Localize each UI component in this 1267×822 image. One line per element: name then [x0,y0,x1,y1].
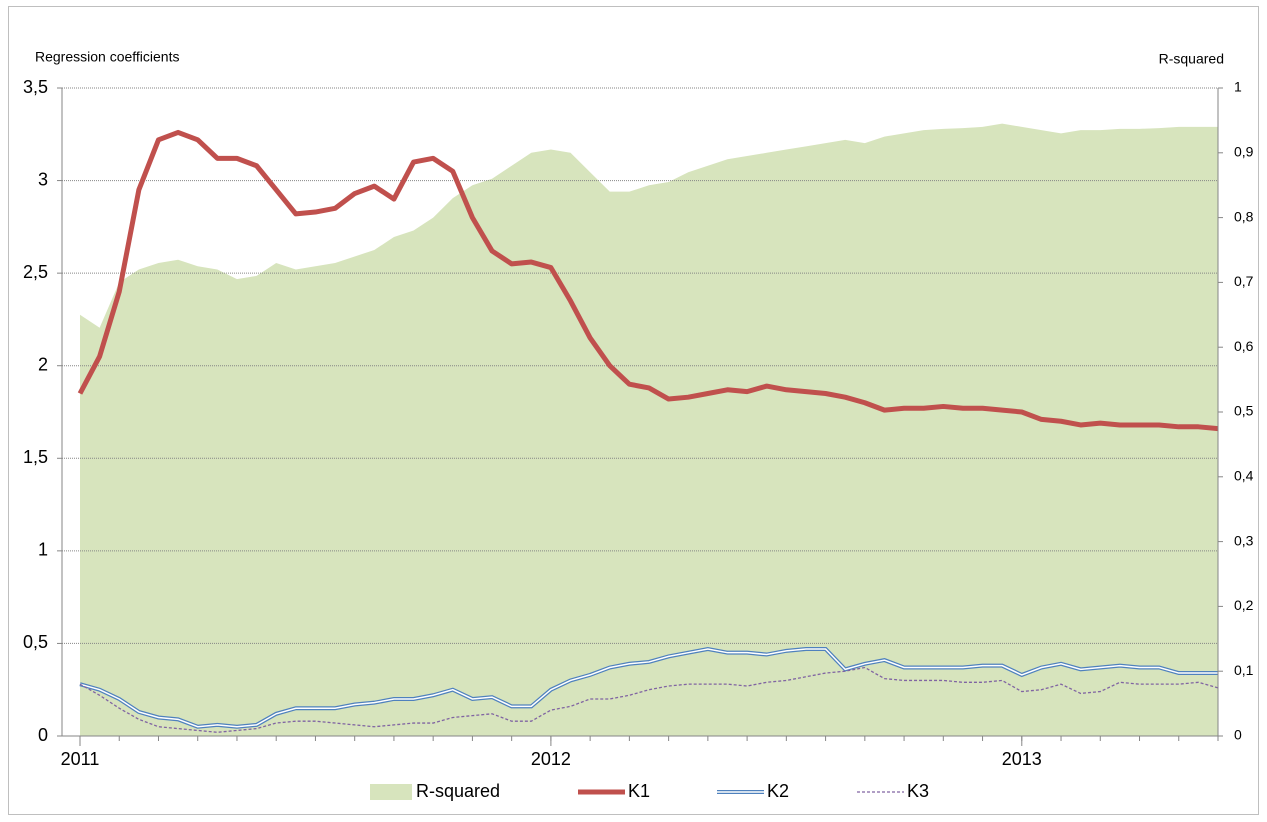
y2-tick-label: 0,8 [1234,208,1254,224]
x-tick-label: 2012 [531,749,571,769]
k1-line [77,129,1219,432]
y2-tick-label: 0,7 [1234,273,1254,289]
area-layer [80,123,1218,736]
y-axis-title: Regression coefficients [35,49,179,65]
x-tick-label: 2013 [1002,749,1042,769]
k2-line-inner [79,648,1218,728]
y2-tick-label: 0,3 [1234,532,1254,548]
y2-tick-label: 1 [1234,79,1242,95]
y-tick-label: 3 [38,169,48,189]
y2-tick-label: 0,4 [1234,468,1254,484]
y2-tick-label: 0,5 [1234,403,1254,419]
y-tick-label: 2 [38,354,48,374]
grid-layer [62,87,1218,644]
x-tick-label: 2011 [61,749,100,769]
y-tick-label: 0 [38,725,48,745]
y2-axis-title: R-squared [1159,51,1224,67]
y-tick-label: 1 [38,540,48,560]
legend-label: R-squared [416,781,500,801]
y2-tick-label: 0,1 [1234,662,1254,678]
y2-tick-label: 0,6 [1234,338,1254,354]
y2-tick-label: 0,9 [1234,144,1254,160]
legend-label: K1 [628,781,650,801]
y2-tick-label: 0,2 [1234,597,1254,613]
y2-tick-label: 0 [1234,727,1242,743]
k3-line [79,666,1219,733]
legend-label: K3 [907,781,929,801]
y-tick-label: 2,5 [23,262,48,282]
line-layer [77,129,1219,733]
axis-layer: 0 0,5 1 1,5 2 2,5 3 3,5 0 0,1 0,2 0,3 0,4 0,5 0,6 0,7 0,… [23,77,1254,769]
y-tick-label: 0,5 [23,632,48,652]
y-tick-label: 1,5 [23,447,48,467]
legend-label: K2 [767,781,789,801]
legend-swatch [370,784,412,800]
y-tick-label: 3,5 [23,77,48,97]
r-squared-area [80,123,1218,736]
